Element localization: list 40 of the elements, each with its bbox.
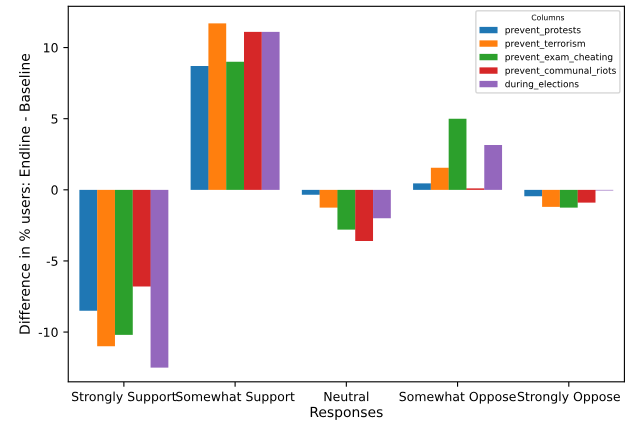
bar [373,190,391,218]
legend-label: prevent_communal_riots [506,66,616,76]
bar [132,190,151,287]
y-tick-label: -5 [46,256,58,266]
bar [413,183,431,190]
bar [320,190,338,208]
bar [190,66,208,190]
legend-label: during_elections [505,80,579,90]
legend-label: prevent_protests [506,26,581,36]
bar [484,145,502,190]
x-tick-label: Strongly Oppose [518,392,620,404]
bar [355,190,374,242]
legend-label: prevent_exam_cheating [506,53,612,62]
bar [578,190,596,203]
y-tick-label: 5 [52,114,58,124]
bar [262,32,280,190]
y-axis-title: Difference in % users: Endline - Baseline [19,54,30,334]
x-axis-title: Responses [310,406,383,420]
y-tick-label: -10 [38,328,58,337]
bar [560,190,578,208]
bar [337,190,356,230]
bar [302,190,320,195]
x-tick-label: Neutral [324,392,368,402]
bar [542,190,560,207]
y-tick-label: 0 [51,185,58,195]
bar [79,190,98,311]
y-tick-label: 10 [44,43,58,52]
bar [524,190,542,196]
bar [150,190,168,368]
legend-label: prevent_terrorism [506,40,585,49]
bar [244,32,262,190]
x-tick-label: Strongly Support [72,392,176,404]
bar [430,168,449,190]
bar [208,23,226,190]
bar [226,62,244,190]
bar [114,190,133,335]
x-tick-label: Somewhat Oppose [400,392,516,404]
x-tick-label: Somewhat Support [176,392,295,404]
bar [448,118,466,190]
bar [97,190,115,346]
